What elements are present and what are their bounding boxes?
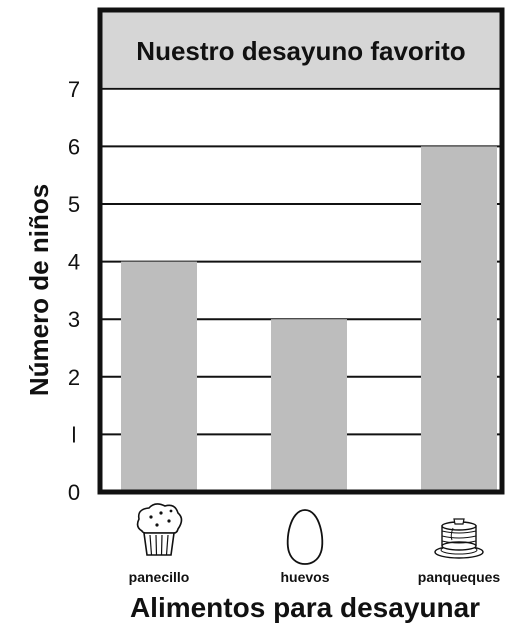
x-axis-label: Alimentos para desayunar [130, 592, 480, 623]
category-label-huevos: huevos [280, 569, 329, 585]
plot-frame [97, 7, 505, 495]
chart-title: Nuestro desayuno favorito [136, 36, 465, 66]
y-tick-label: 3 [68, 307, 80, 332]
y-tick-label: 2 [68, 365, 80, 390]
egg-icon [286, 509, 324, 565]
y-tick-labels: 0 l 2 3 4 5 6 7 [68, 77, 80, 505]
category-labels: panecillo huevos panqueques [129, 569, 501, 585]
y-tick-label: 6 [68, 134, 80, 159]
bar-huevos [271, 319, 347, 492]
y-tick-label: 4 [68, 250, 80, 275]
title-band [100, 10, 502, 87]
bars [121, 146, 497, 492]
category-label-panqueques: panqueques [418, 569, 501, 585]
y-tick-label: 0 [68, 480, 80, 505]
y-tick-label: l [72, 422, 77, 447]
category-label-panecillo: panecillo [129, 569, 190, 585]
y-axis-label: Número de niños [24, 184, 54, 396]
y-tick-label: 7 [68, 77, 80, 102]
muffin-icon [136, 503, 183, 556]
bar-panqueques [421, 146, 497, 492]
bar-panecillo [121, 261, 197, 492]
y-tick-label: 5 [68, 192, 80, 217]
pancakes-icon [434, 518, 484, 559]
